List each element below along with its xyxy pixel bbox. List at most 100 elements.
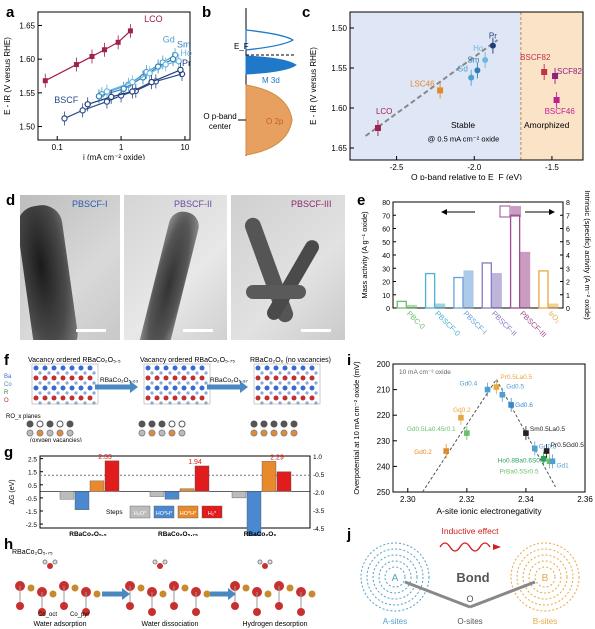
- vacancy-site-lower: [36, 429, 44, 437]
- panel-g: g 2.5 1.5 0.5 -0.5 -1.5 -2.5 1.0 -0.5 -2.0 -3.5 -4…: [0, 444, 345, 536]
- atom-small: [287, 381, 291, 385]
- x-tick-label-a: 1: [119, 143, 124, 152]
- point-label-i-12: Gd1: [557, 462, 570, 469]
- b-sites-label: B-sites: [533, 617, 557, 626]
- y-tick-label-a: 1.60: [19, 55, 35, 64]
- y-tick-label-e-left: 70: [382, 213, 390, 220]
- intrinsic-bar-IrO₂: [548, 303, 559, 309]
- vacancy-site-lower: [46, 429, 54, 437]
- vacancy-site-lower: [66, 429, 74, 437]
- category-label-PBSCF-I: PBSCF-I: [462, 309, 489, 336]
- vacancy-site: [148, 420, 156, 428]
- atom-small: [65, 381, 69, 385]
- point-label-i-2: Gd0.5La0.45r0.1: [407, 426, 456, 433]
- atom: [309, 395, 315, 401]
- intrinsic-bar-PBSCF-II: [491, 273, 502, 309]
- a-site-shell: [384, 566, 406, 588]
- data-point-c-SCF82: [552, 73, 559, 79]
- legend-open-box: [499, 205, 511, 218]
- data-point-i-1: [458, 414, 464, 421]
- atom-small: [296, 391, 300, 395]
- arrowhead-2: [240, 381, 248, 393]
- atom: [282, 375, 288, 381]
- b-site-shell: [534, 566, 556, 588]
- oxygen-atom-lower: [148, 608, 156, 616]
- data-point-i-8: [531, 445, 538, 452]
- step-bar: [89, 480, 105, 492]
- atom-small: [305, 381, 309, 385]
- y-tick-label-c: 1.60: [331, 104, 347, 113]
- panel-g-label: g: [4, 444, 14, 461]
- atom: [291, 365, 297, 371]
- max-step-label: 2.33: [98, 454, 112, 461]
- atom-small: [278, 371, 282, 375]
- atom-small: [65, 391, 69, 395]
- y-tick-label-c: 1.55: [331, 64, 347, 73]
- atom: [145, 395, 151, 401]
- atom-small: [83, 371, 87, 375]
- atom: [69, 365, 75, 371]
- atom-small: [56, 391, 60, 395]
- step-bar: [149, 491, 165, 497]
- point-label-c-Gd: Gd: [457, 65, 468, 74]
- atom-small: [186, 371, 190, 375]
- water-oxygen: [157, 563, 163, 569]
- data-point-i-2: [464, 430, 470, 436]
- atom: [163, 365, 169, 371]
- data-point-Pr: [129, 88, 136, 95]
- atom: [190, 365, 196, 371]
- atom: [199, 365, 205, 371]
- ef-label: E_F: [234, 42, 249, 51]
- data-point-i-0: [443, 448, 449, 454]
- atom: [33, 365, 39, 371]
- vacancy-site: [26, 420, 34, 428]
- atom-small: [305, 391, 309, 395]
- y-tick-label-g: 0.5: [28, 483, 37, 490]
- category-label-PBSCF-II: PBSCF-II: [490, 309, 519, 338]
- atom: [145, 365, 151, 371]
- trend-line-c: [364, 39, 499, 137]
- y-axis-label-c: E - iR (V versus RHE): [309, 47, 318, 125]
- atom: [190, 385, 196, 391]
- y-tick-label-i: 220: [377, 411, 391, 420]
- atom: [300, 385, 306, 391]
- point-label-c-Pr: Pr: [489, 32, 497, 41]
- co-oct-label: Co_oct: [38, 612, 57, 618]
- b-site-shell: [516, 548, 574, 606]
- series-label-Sm: Sm: [177, 40, 191, 50]
- atom-small: [260, 371, 264, 375]
- a-sites-label: A-sites: [383, 617, 407, 626]
- atom: [264, 385, 270, 391]
- step-bar: [261, 461, 277, 492]
- step-legend-label: HO*H*: [180, 511, 197, 517]
- y-tick-label-e-left: 60: [382, 227, 390, 234]
- atom: [51, 395, 57, 401]
- x-tick-label-i: 2.34: [518, 495, 534, 504]
- point-label-c-LSC46: LSC46: [410, 79, 435, 88]
- water-oxygen: [262, 563, 268, 569]
- nanofiber-3c: [246, 285, 306, 299]
- o-pband-center-label: O p-band center: [203, 112, 237, 131]
- series-label-BSCF: BSCF: [54, 95, 79, 105]
- point-label-i-7: Sm0.5La0.5: [530, 426, 565, 433]
- crystal-diagram: Vacancy ordered RBaCo₂O₅.₅ Vacancy ordere…: [4, 357, 331, 442]
- data-point-i-5: [499, 391, 506, 398]
- cobalt-atom: [181, 584, 189, 592]
- co-label: Co: [4, 382, 12, 388]
- point-label-i-0: Gd0.2: [414, 449, 432, 456]
- intrinsic-bar-PBSCF-III: [520, 251, 531, 309]
- atom-small: [47, 381, 51, 385]
- atom-small: [186, 391, 190, 395]
- y-tick-label-e-right: 7: [566, 213, 570, 220]
- inductive-label: Inductive effect: [441, 526, 499, 536]
- tem-image-3: PBSCF-III: [231, 195, 345, 340]
- point-label-i-6: Gd0.6: [515, 402, 533, 409]
- atom: [78, 365, 84, 371]
- panel-d: d PBSCF-I PBSCF-II PBSCF-III: [0, 190, 355, 350]
- oxygen-atom-lower: [231, 602, 239, 610]
- intrinsic-bar-PBC-0: [406, 304, 417, 309]
- atom: [291, 395, 297, 401]
- plot-frame-a: [37, 11, 191, 141]
- tem-image-1: PBSCF-I: [20, 195, 120, 340]
- plot-frame-g: [39, 455, 311, 529]
